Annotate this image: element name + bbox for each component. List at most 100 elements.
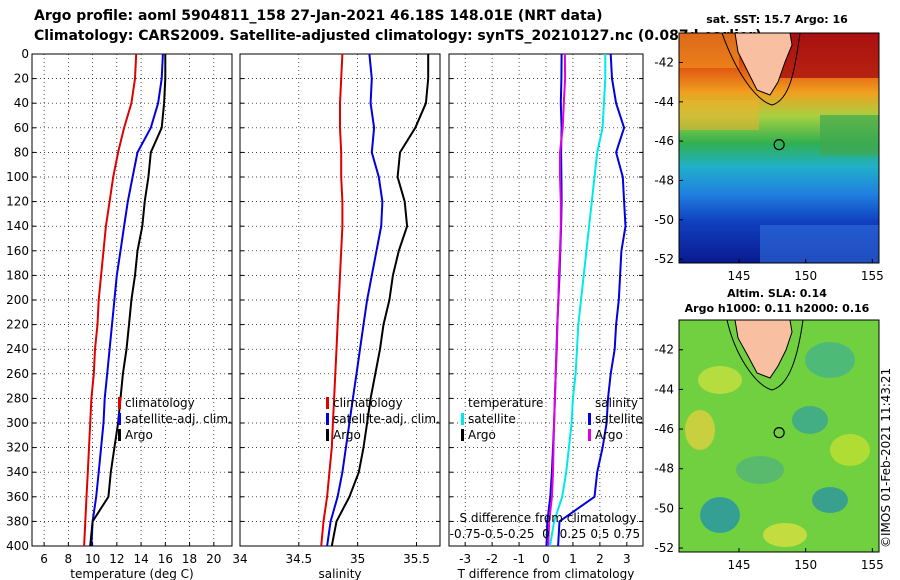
legend-label: Argo (595, 428, 623, 442)
map-x-tick-label: 150 (794, 269, 817, 283)
map-x-tick-label: 150 (794, 558, 817, 572)
y-tick-label: 160 (6, 244, 29, 258)
sst-bathymetry-contour (721, 33, 801, 106)
x-tick-label: -1 (513, 552, 525, 566)
x-axis-label: T difference from climatology (457, 567, 635, 580)
sst-map (679, 33, 879, 263)
map-y-tick-label: -50 (654, 213, 674, 227)
series-line (557, 53, 627, 547)
series-line (326, 53, 384, 547)
series-line (83, 53, 138, 547)
y-tick-label: 340 (6, 465, 29, 479)
map-x-tick-label: 145 (728, 558, 751, 572)
legend-label: satellite-adj. clim. (333, 412, 440, 426)
sla-blob (805, 342, 855, 378)
legend-swatch (461, 429, 464, 441)
s-tick-label: 0 (542, 527, 550, 541)
map-y-tick-label: -46 (654, 134, 674, 148)
y-tick-label: 380 (6, 514, 29, 528)
x-tick-label: 34.5 (285, 552, 312, 566)
legend-swatch (588, 413, 591, 425)
map-x-tick-label: 145 (728, 269, 751, 283)
s-axis-label: S difference from climatology (460, 511, 637, 525)
tasmania-landmass (734, 320, 793, 379)
map-y-tick-label: -48 (654, 462, 674, 476)
sst-yellow-patch (679, 100, 759, 130)
y-tick-label: 0 (21, 47, 29, 61)
x-tick-label: 10 (85, 552, 100, 566)
legend-label: satellite (468, 412, 516, 426)
legend-swatch (118, 413, 121, 425)
legend-swatch (118, 429, 121, 441)
series-line (330, 54, 430, 547)
x-tick-label: 6 (40, 552, 48, 566)
series-line (547, 53, 567, 547)
y-tick-label: 280 (6, 391, 29, 405)
map-y-tick-label: -42 (654, 343, 674, 357)
imos-watermark: ©IMOS 01-Feb-2021 11:43:21 (879, 368, 893, 548)
x-tick-label: 16 (158, 552, 173, 566)
map-y-tick-label: -42 (654, 55, 674, 69)
y-tick-label: 80 (14, 145, 29, 159)
map-x-tick-label: 155 (861, 558, 884, 572)
argo-position-marker (773, 139, 785, 151)
x-tick-label: 3 (623, 552, 631, 566)
x-tick-label: 18 (182, 552, 197, 566)
sla-blob (792, 406, 828, 434)
legend-swatch (588, 429, 591, 441)
figure-title-line2: Climatology: CARS2009. Satellite-adjuste… (34, 28, 762, 44)
sla-blob (736, 456, 784, 484)
legend-swatch (326, 397, 329, 409)
x-tick-label: 0 (542, 552, 550, 566)
x-tick-label: 14 (133, 552, 148, 566)
x-tick-label: 35.5 (403, 552, 430, 566)
legend-swatch (461, 413, 464, 425)
s-tick-label: -0.5 (480, 527, 503, 541)
x-axis-label: salinity (318, 567, 361, 580)
s-tick-label: -0.25 (504, 527, 535, 541)
legend-swatch (326, 413, 329, 425)
x-tick-label: 35 (350, 552, 365, 566)
y-tick-label: 20 (14, 72, 29, 86)
tasmania-landmass (734, 33, 793, 96)
sst-warm-patch (679, 33, 739, 68)
legend-label: salinity (595, 396, 638, 410)
legend-label: Argo (468, 428, 496, 442)
sla-blob (698, 366, 742, 394)
y-tick-label: 60 (14, 121, 29, 135)
map-y-tick-label: -46 (654, 422, 674, 436)
series-line (320, 53, 344, 547)
legend-label: climatology (125, 396, 195, 410)
y-tick-label: 140 (6, 219, 29, 233)
y-tick-label: 200 (6, 293, 29, 307)
y-tick-label: 260 (6, 367, 29, 381)
series-line (89, 54, 167, 547)
y-tick-label: 180 (6, 268, 29, 282)
sla-map-axes: 145 150 155 -42 -44 -46 -48 -50 -52 (654, 343, 883, 572)
map-y-tick-label: -52 (654, 541, 674, 555)
s-tick-label: 0.5 (590, 527, 609, 541)
x-tick-label: -2 (486, 552, 498, 566)
sst-blue-patch (760, 225, 879, 263)
sst-map-frame (678, 32, 880, 264)
sla-bathymetry-contour (726, 320, 804, 391)
y-tick-label: 40 (14, 96, 29, 110)
map-y-tick-label: -44 (654, 95, 674, 109)
x-tick-label: -3 (459, 552, 471, 566)
map-y-tick-label: -44 (654, 382, 674, 396)
legend-swatch (326, 429, 329, 441)
sst-green-patch (820, 115, 879, 155)
argo-position-marker (773, 427, 785, 439)
y-tick-label: 120 (6, 195, 29, 209)
y-tick-label: 400 (6, 539, 29, 553)
difference-profile-panel: -3 -2 -1 0 1 2 3T difference from climatology t… (448, 53, 644, 580)
x-tick-label: 1 (569, 552, 577, 566)
sla-map-subtitle: Argo h1000: 0.11 h2000: 0.16 (685, 302, 870, 315)
sla-map (679, 320, 879, 552)
x-tick-label: 20 (206, 552, 221, 566)
legend-label: Argo (125, 428, 153, 442)
s-tick-label: 0.25 (560, 527, 587, 541)
map-y-tick-label: -50 (654, 501, 674, 515)
y-tick-label: 320 (6, 441, 29, 455)
